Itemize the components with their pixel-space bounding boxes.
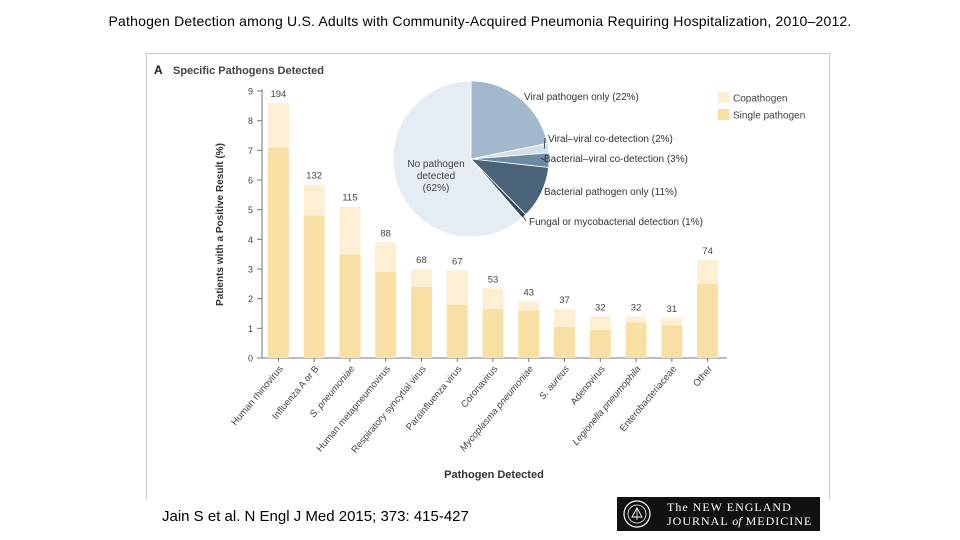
pie-label: Bacterial pathogen only (11%)	[544, 187, 677, 198]
bar-copathogen	[554, 309, 576, 327]
bar-copathogen	[267, 102, 289, 148]
bar-count-label: 53	[488, 274, 499, 285]
bar-single-pathogen	[589, 329, 611, 358]
pie-leader-line	[543, 137, 546, 149]
bar-count-label: 194	[270, 89, 286, 100]
bar-copathogen	[375, 242, 397, 272]
legend-swatch	[718, 92, 729, 103]
bar-single-pathogen	[482, 309, 504, 358]
bar-count-label: 115	[342, 193, 357, 204]
bar-copathogen	[625, 316, 647, 323]
bar-copathogen	[697, 260, 719, 284]
bar-single-pathogen	[446, 304, 468, 358]
bar-count-label: 32	[631, 302, 642, 313]
bar-copathogen	[482, 288, 504, 310]
bar-single-pathogen	[267, 147, 289, 358]
bar-single-pathogen	[697, 283, 719, 358]
bar-count-label: 31	[667, 304, 678, 315]
y-tick-label: 5	[248, 205, 253, 215]
pie-center-label: No pathogen	[407, 159, 464, 170]
figure-panel: A Specific Pathogens Detected 0 1 2 3 4 5 6 7 8 9 Pa…	[146, 53, 830, 499]
bar-copathogen	[589, 316, 611, 330]
bar-single-pathogen	[518, 310, 540, 358]
y-tick-label: 6	[248, 176, 253, 186]
legend-label: Single pathogen	[733, 111, 805, 122]
y-tick-label: 8	[248, 116, 253, 126]
panel-label: A	[154, 63, 163, 77]
nejm-logo: The NEW ENGLAND JOURNAL of MEDICINE	[617, 497, 820, 531]
pie-label: Fungal or mycobacterial detection (1%)	[529, 217, 703, 228]
bar-single-pathogen	[303, 215, 325, 358]
bar-count-label: 68	[416, 255, 427, 266]
bar-single-pathogen	[625, 322, 647, 358]
bar-copathogen	[446, 270, 468, 305]
logo-line-1: The NEW ENGLAND	[667, 500, 792, 514]
y-tick-label: 9	[248, 87, 253, 97]
bar-single-pathogen	[661, 325, 683, 358]
pie-slice	[470, 80, 548, 160]
bar-single-pathogen	[339, 254, 361, 358]
y-tick-label: 0	[248, 354, 253, 364]
seal-icon	[623, 500, 651, 528]
bar-count-label: 132	[306, 170, 322, 181]
bar-copathogen	[339, 206, 361, 255]
y-tick-label: 1	[248, 324, 253, 334]
citation-text: Jain S et al. N Engl J Med 2015; 373: 41…	[162, 508, 469, 525]
x-tick-label: Legionella pneumophila	[570, 364, 643, 448]
bar-single-pathogen	[554, 326, 576, 358]
bar-single-pathogen	[375, 271, 397, 358]
bar-copathogen	[518, 301, 540, 311]
pie-leader-line	[540, 157, 546, 161]
bar-single-pathogen	[410, 286, 432, 358]
x-axis-label: Pathogen Detected	[444, 469, 544, 481]
bar-count-label: 43	[523, 288, 534, 299]
x-tick-label: Other	[691, 364, 715, 389]
legend-label: Copathogen	[733, 94, 788, 105]
bar-copathogen	[661, 317, 683, 326]
pie-leader-line	[520, 213, 527, 222]
pie-label: Viral–viral co-detection (2%)	[548, 134, 673, 145]
x-tick-label: Adenovirus	[569, 364, 608, 408]
y-tick-label: 7	[248, 146, 253, 156]
bar-count-label: 74	[702, 246, 713, 257]
bar-count-label: 88	[380, 228, 391, 239]
y-axis-label: Patients with a Positive Result (%)	[215, 143, 226, 306]
logo-line-2: JOURNAL of MEDICINE	[667, 514, 813, 528]
pie-slice	[392, 80, 523, 238]
pie-label: Bacterial–viral co-detection (3%)	[544, 154, 688, 165]
x-tick-label: Mycoplasma pneumoniae	[458, 364, 536, 454]
y-tick-label: 4	[248, 235, 253, 245]
pie-center-label: (62%)	[423, 183, 450, 194]
slide-title: Pathogen Detection among U.S. Adults wit…	[108, 13, 852, 29]
x-tick-label: S. aureus	[537, 364, 572, 402]
bar-count-label: 32	[595, 302, 606, 313]
bar-copathogen	[410, 269, 432, 287]
chart-svg: A Specific Pathogens Detected0123456789Pa…	[154, 63, 805, 481]
bar-count-label: 67	[452, 256, 463, 267]
pie-center-label: detected	[417, 171, 455, 182]
legend-swatch	[718, 109, 729, 120]
chart-title: Specific Pathogens Detected	[173, 65, 324, 77]
bar-copathogen	[303, 184, 325, 216]
y-tick-label: 2	[248, 294, 253, 304]
bar-count-label: 37	[559, 295, 570, 306]
y-tick-label: 3	[248, 265, 253, 275]
pie-label: Viral pathogen only (22%)	[524, 92, 639, 103]
